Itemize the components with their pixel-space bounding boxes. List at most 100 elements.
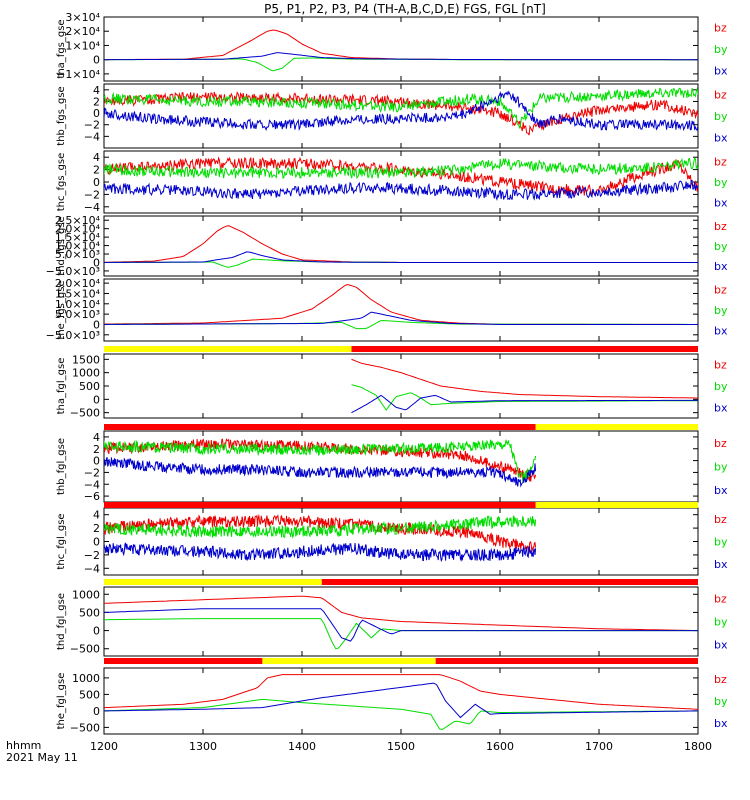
y-axis-label: the_fgl_gse (56, 673, 67, 730)
y-tick-label: 2 (93, 522, 100, 535)
x-tick-label: 1600 (486, 740, 514, 753)
legend-bx: bx (714, 639, 728, 652)
y-tick-label: 0 (93, 107, 100, 120)
series-line-bz (104, 595, 698, 632)
panel-thb_fgs_gse: 420−2−4 thb_fgs_gse bz by bx (56, 83, 728, 149)
legend-bx: bx (714, 325, 728, 338)
legend-bz: bz (714, 220, 727, 233)
legend-by: by (714, 536, 728, 549)
y-axis-label: thb_fgs_gse (56, 86, 67, 145)
y-tick-label: 5.0×10³ (55, 308, 100, 321)
y-tick-label: 1.5×10⁴ (55, 231, 101, 244)
y-tick-label: 0 (93, 625, 100, 638)
legend-by: by (714, 695, 728, 708)
legend-bz: bz (714, 359, 727, 372)
y-tick-label: 2 (93, 164, 100, 177)
y-tick-label: −5.0×10³ (46, 265, 100, 278)
y-axis-label: tha_fgl_gse (56, 358, 67, 415)
series-line-bz (104, 674, 698, 710)
y-tick-label: 5.0×10³ (55, 248, 100, 261)
y-tick-label: 1000 (72, 672, 100, 685)
series-line-bz (351, 358, 698, 399)
legend-by: by (714, 304, 728, 317)
mode-bar-segment (535, 424, 698, 430)
series-line-bx (104, 311, 698, 325)
y-axis-label: thd_fgs_gse (56, 216, 67, 275)
y-tick-label: 1500 (72, 353, 100, 366)
legend-bx: bx (714, 64, 728, 77)
series-line-bx (351, 394, 698, 414)
legend-bz: bz (714, 89, 727, 102)
y-tick-label: 0 (93, 536, 100, 549)
series-line-bx (104, 542, 537, 563)
y-tick-label: 0 (93, 455, 100, 468)
x-tick-label: 1700 (585, 740, 613, 753)
y-tick-label: −1×10⁴ (56, 68, 100, 81)
series-line-bz (104, 91, 698, 136)
panel-frame (103, 150, 699, 214)
y-tick-label: −2 (84, 466, 100, 479)
y-tick-label: 2 (93, 443, 100, 456)
mode-bar-segment (535, 502, 698, 508)
series-line-bx (104, 251, 698, 263)
y-tick-label: −4 (84, 130, 100, 143)
y-tick-label: 1.5×10⁴ (55, 287, 101, 300)
legend-bz: bz (714, 22, 727, 35)
panel-frame (103, 507, 699, 576)
mode-bar-segment (321, 579, 698, 585)
panel-thd_fgs_gse: 2.5×10⁴2.0×10⁴1.5×10⁴1.0×10⁴5.0×10³0−5.0… (46, 214, 728, 278)
y-tick-label: 500 (79, 688, 100, 701)
x-tick-label: 1400 (288, 740, 316, 753)
chart-title: P5, P1, P2, P3, P4 (TH-A,B,C,D,E) FGS, F… (264, 2, 546, 16)
y-tick-label: 500 (79, 380, 100, 393)
y-tick-label: 2.0×10⁴ (55, 277, 101, 290)
y-tick-label: 0 (93, 176, 100, 189)
panel-frame (103, 278, 699, 342)
legend-by: by (714, 43, 728, 56)
y-axis-label: thc_fgl_gse (56, 513, 67, 569)
legend-bz: bz (714, 513, 727, 526)
y-tick-label: 0 (93, 393, 100, 406)
panel-thb_fgl_gse: 420−2−4−6 thb_fgl_gse bz by bx (56, 430, 728, 503)
mode-bar-segment (104, 579, 322, 585)
y-tick-label: −2 (84, 119, 100, 132)
y-tick-label: 4 (93, 151, 100, 164)
legend-by: by (714, 616, 728, 629)
y-tick-label: 0 (93, 256, 100, 269)
series-line-bx (104, 457, 537, 488)
y-tick-label: −4 (84, 562, 100, 575)
y-tick-label: 2 (93, 95, 100, 108)
y-tick-label: −500 (70, 721, 100, 734)
y-tick-label: −500 (70, 407, 100, 420)
panel-the_fgs_gse: 2.0×10⁴1.5×10⁴1.0×10⁴5.0×10³0−5.0×10³the… (46, 277, 728, 342)
legend-by: by (714, 240, 728, 253)
legend-by: by (714, 110, 728, 123)
legend-bx: bx (714, 197, 728, 210)
y-tick-label: 4 (93, 84, 100, 97)
time-unit-label: hhmm (6, 739, 41, 752)
y-axis-label: thc_fgs_gse (56, 153, 67, 212)
legend-bz: bz (714, 155, 727, 168)
y-tick-label: 0 (93, 54, 100, 67)
y-tick-label: −6 (84, 490, 100, 503)
panel-frame (103, 16, 699, 82)
mode-bar-segment (262, 658, 436, 664)
panel-frame (103, 215, 699, 277)
y-tick-label: 2.5×10⁴ (55, 214, 101, 227)
series-line-bx (104, 90, 698, 132)
legend-bz: bz (714, 283, 727, 296)
series-line-by (104, 86, 698, 129)
series-line-by (104, 515, 537, 539)
series-line-bz (104, 513, 537, 553)
series-line-by (104, 618, 698, 650)
x-tick-label: 1500 (387, 740, 415, 753)
series-line-by (104, 699, 698, 730)
legend-bx: bx (714, 260, 728, 273)
y-tick-label: −5.0×10³ (46, 329, 100, 342)
y-tick-label: 1.0×10⁴ (55, 240, 101, 253)
mode-bar-segment (104, 502, 536, 508)
legend-by: by (714, 176, 728, 189)
